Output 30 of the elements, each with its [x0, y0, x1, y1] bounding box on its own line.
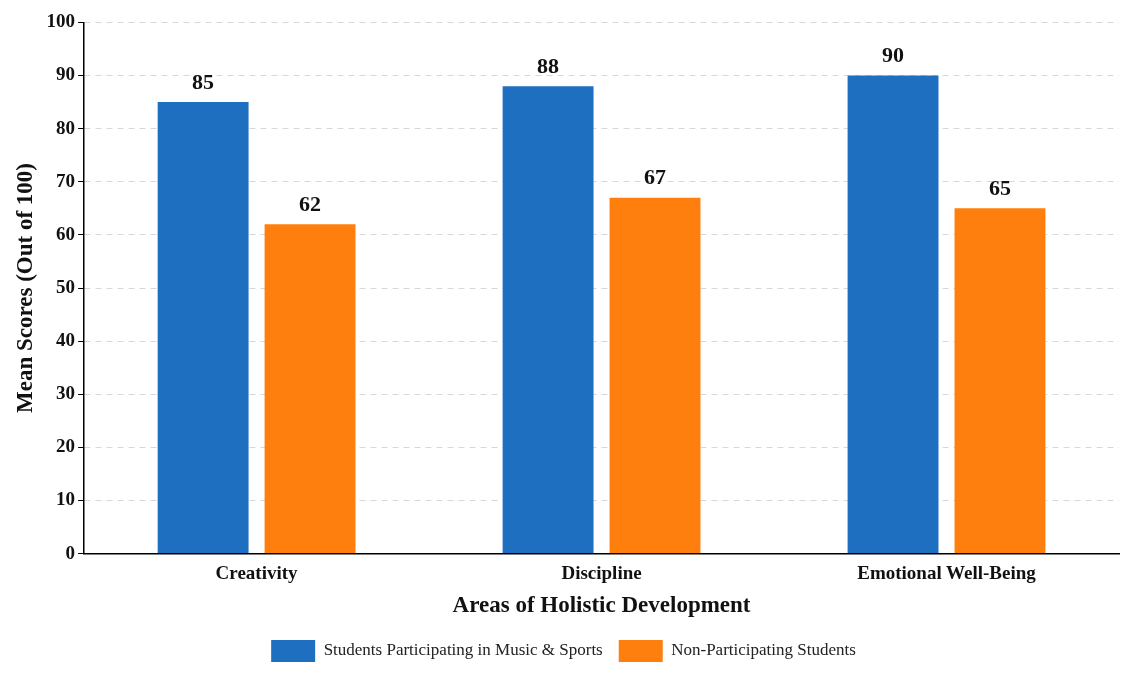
data-label: 88 [537, 52, 560, 78]
data-label: 67 [644, 164, 667, 190]
data-label: 62 [299, 190, 322, 216]
y-tick-label: 50 [56, 275, 76, 297]
bar [502, 86, 594, 554]
y-tick-label: 90 [56, 63, 76, 85]
data-label: 65 [988, 175, 1011, 201]
y-tick-label: 30 [56, 382, 76, 404]
x-axis-title: Areas of Holistic Development [452, 592, 751, 618]
legend-label: Non-Participating Students [671, 640, 856, 660]
bar [954, 208, 1046, 554]
y-tick-label: 80 [56, 116, 76, 138]
y-tick-label: 0 [65, 541, 76, 563]
data-label: 90 [882, 42, 905, 68]
y-tick-label: 60 [56, 222, 76, 244]
bar [847, 75, 939, 554]
bar [157, 102, 249, 554]
y-tick-label: 70 [56, 169, 76, 191]
bar [609, 197, 701, 554]
x-tick-label: Discipline [561, 561, 642, 583]
y-tick-label: 100 [46, 10, 76, 32]
legend-label: Students Participating in Music & Sports [323, 640, 603, 660]
x-tick-label: Emotional Well-Being [857, 561, 1037, 583]
y-tick-label: 40 [56, 329, 76, 351]
data-label: 85 [192, 68, 215, 94]
y-tick-label: 10 [56, 488, 76, 510]
bar [264, 224, 356, 554]
x-tick-label: Creativity [215, 561, 299, 583]
y-axis-title: Mean Scores (Out of 100) [11, 163, 37, 413]
y-tick-label: 20 [56, 435, 76, 457]
